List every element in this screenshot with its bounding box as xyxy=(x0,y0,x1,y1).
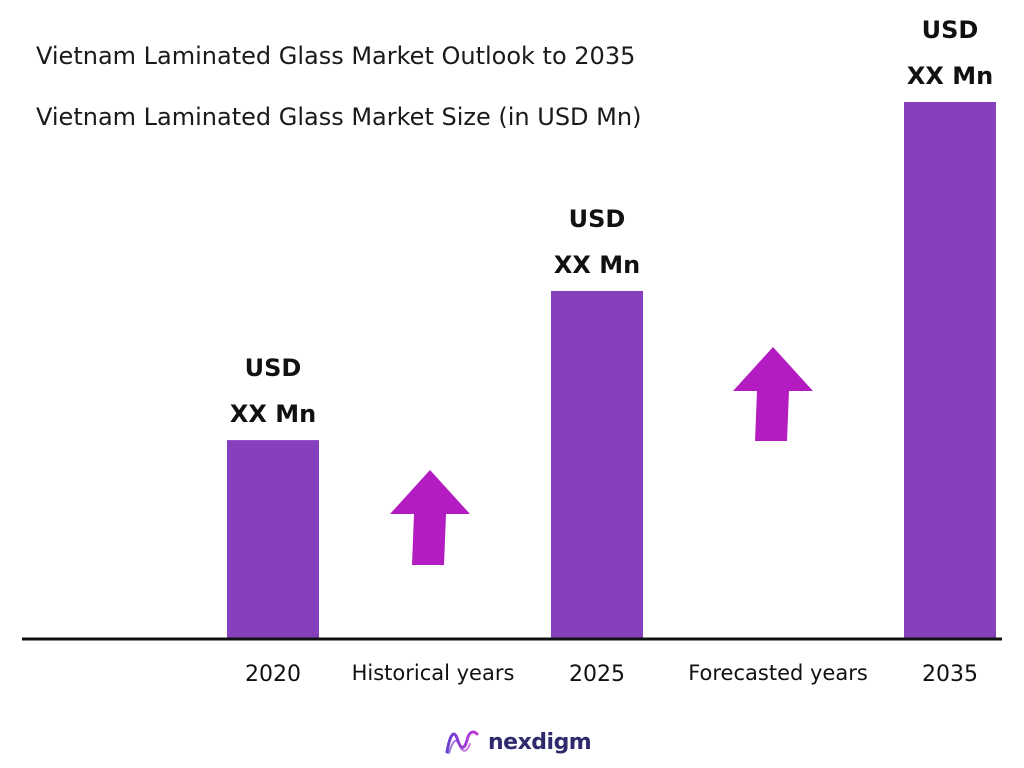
bars-layer xyxy=(227,102,996,639)
labels-layer: USD XX Mn 2020 USD XX Mn 2025 USD XX Mn 2035 Hist… xyxy=(230,16,993,687)
x-tick-label-2025: 2025 xyxy=(569,662,625,687)
x-tick-label-2020: 2020 xyxy=(245,662,301,687)
bar-value-label: USD xyxy=(922,16,979,44)
bar-value-label: XX Mn xyxy=(907,62,993,90)
period-label: Historical years xyxy=(352,661,515,685)
bar-value-label: XX Mn xyxy=(554,251,640,279)
period-label: Forecasted years xyxy=(688,661,868,685)
bar-2025 xyxy=(551,290,643,639)
chart-title: Vietnam Laminated Glass Market Outlook t… xyxy=(36,42,636,70)
nexdigm-logo-icon xyxy=(445,730,479,754)
bar-value-label: XX Mn xyxy=(230,400,316,428)
bar-value-label: USD xyxy=(245,354,302,382)
brand-logo: nexdigm xyxy=(444,722,592,762)
x-tick-label-2035: 2035 xyxy=(922,662,978,687)
growth-arrow-icon xyxy=(733,347,813,441)
bar-2035 xyxy=(904,102,996,639)
growth-arrow-icon xyxy=(390,470,470,565)
brand-name: nexdigm xyxy=(488,729,592,755)
bar-2020 xyxy=(227,440,319,639)
bar-value-label: USD xyxy=(569,205,626,233)
arrows-layer xyxy=(390,347,813,565)
chart-subtitle: Vietnam Laminated Glass Market Size (in … xyxy=(36,103,642,131)
